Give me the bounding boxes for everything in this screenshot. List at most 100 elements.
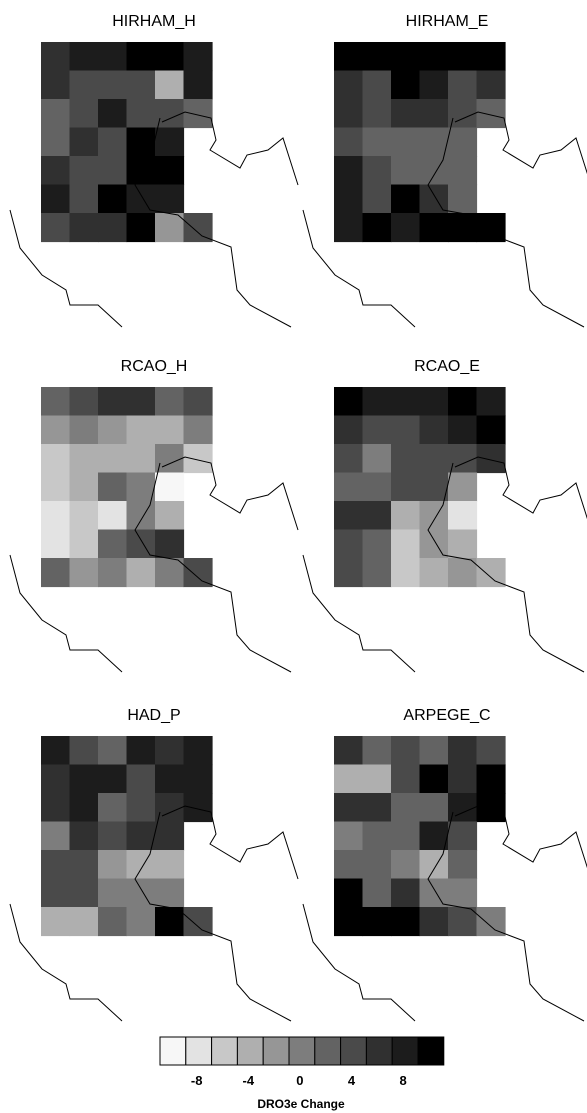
- grid-cell: [419, 821, 449, 851]
- grid-cell: [448, 99, 478, 129]
- grid-cell: [69, 184, 99, 214]
- grid-cell: [69, 736, 99, 766]
- grid-cell: [391, 501, 421, 531]
- grid-cell: [419, 70, 449, 100]
- grid-cell: [391, 736, 421, 766]
- grid-cell: [448, 793, 478, 823]
- grid-cell: [69, 878, 99, 908]
- grid-cell: [391, 184, 421, 214]
- grid-cell: [126, 878, 156, 908]
- grid-cell: [448, 821, 478, 851]
- grid-cell: [183, 387, 213, 417]
- grid-cell: [155, 736, 185, 766]
- grid-cell: [419, 558, 449, 588]
- grid-cell: [419, 907, 449, 937]
- grid-cell: [126, 213, 156, 243]
- coastline: [427, 117, 585, 328]
- colorbar-swatch: [417, 1036, 445, 1066]
- grid-cell: [41, 764, 71, 794]
- grid-cell: [41, 387, 71, 417]
- grid-cell: [448, 501, 478, 531]
- grid-cell: [69, 764, 99, 794]
- grid-cell: [334, 878, 364, 908]
- grid-cell: [419, 472, 449, 502]
- grid-cell: [41, 213, 71, 243]
- grid-cell: [419, 156, 449, 186]
- grid-cell: [448, 444, 478, 474]
- grid-cell: [334, 821, 364, 851]
- grid-cell: [69, 387, 99, 417]
- grid-cell: [98, 907, 128, 937]
- grid-cell: [155, 156, 185, 186]
- grid-cell: [183, 42, 213, 72]
- grid-cell: [448, 387, 478, 417]
- coastline: [9, 554, 123, 673]
- grid-cell: [183, 793, 213, 823]
- grid-cell: [98, 213, 128, 243]
- panel-title: HIRHAM_H: [112, 13, 196, 30]
- grid-cell: [126, 444, 156, 474]
- grid-cell: [155, 821, 185, 851]
- grid-cell: [476, 70, 506, 100]
- grid-cell: [41, 907, 71, 937]
- grid-cell: [155, 850, 185, 880]
- grid-cell: [126, 387, 156, 417]
- coastline: [9, 903, 123, 1022]
- grid-cell: [98, 387, 128, 417]
- grid-cell: [126, 529, 156, 559]
- grid-cell: [126, 472, 156, 502]
- grid-cell: [362, 907, 392, 937]
- grid-cell: [155, 501, 185, 531]
- grid-cell: [476, 736, 506, 766]
- grid-cell: [155, 907, 185, 937]
- grid-cell: [69, 70, 99, 100]
- grid-cell: [419, 529, 449, 559]
- grid-cell: [419, 184, 449, 214]
- grid-cell: [476, 213, 506, 243]
- map-panel: ARPEGE_C: [302, 707, 587, 1022]
- grid-cell: [448, 70, 478, 100]
- grid-cell: [334, 127, 364, 157]
- colorbar-label: DRO3e Change: [257, 1097, 345, 1111]
- grid-cell: [334, 387, 364, 417]
- grid-cell: [155, 444, 185, 474]
- grid-cell: [362, 821, 392, 851]
- grid-cell: [476, 764, 506, 794]
- grid-cell: [476, 387, 506, 417]
- coastline: [427, 811, 585, 1022]
- map-panel: HAD_P: [9, 707, 299, 1022]
- grid-cell: [476, 42, 506, 72]
- grid-cell: [362, 472, 392, 502]
- grid-cell: [69, 127, 99, 157]
- grid-cell: [391, 850, 421, 880]
- colorbar-swatch: [236, 1036, 264, 1066]
- grid-cell: [41, 821, 71, 851]
- grid-cell: [41, 156, 71, 186]
- grid-cell: [69, 558, 99, 588]
- panel-title: RCAO_H: [121, 358, 188, 375]
- colorbar-swatch: [211, 1036, 238, 1066]
- coastline: [134, 462, 292, 673]
- grid-cell: [126, 156, 156, 186]
- grid-cell: [98, 127, 128, 157]
- grid-cell: [334, 444, 364, 474]
- grid-cell: [362, 99, 392, 129]
- grid-cell: [183, 415, 213, 445]
- map-panel: RCAO_E: [302, 358, 587, 673]
- coastline: [454, 111, 587, 175]
- grid-cell: [362, 444, 392, 474]
- grid-cell: [419, 793, 449, 823]
- grid-cell: [69, 444, 99, 474]
- map-panel: HIRHAM_H: [9, 13, 299, 328]
- grid-cell: [476, 415, 506, 445]
- grid-cell: [362, 558, 392, 588]
- grid-cell: [155, 213, 185, 243]
- grid-cell: [334, 529, 364, 559]
- grid-cell: [419, 387, 449, 417]
- grid-cell: [391, 907, 421, 937]
- grid-cell: [334, 99, 364, 129]
- coastline: [302, 554, 416, 673]
- grid-cell: [41, 529, 71, 559]
- grid-cell: [41, 99, 71, 129]
